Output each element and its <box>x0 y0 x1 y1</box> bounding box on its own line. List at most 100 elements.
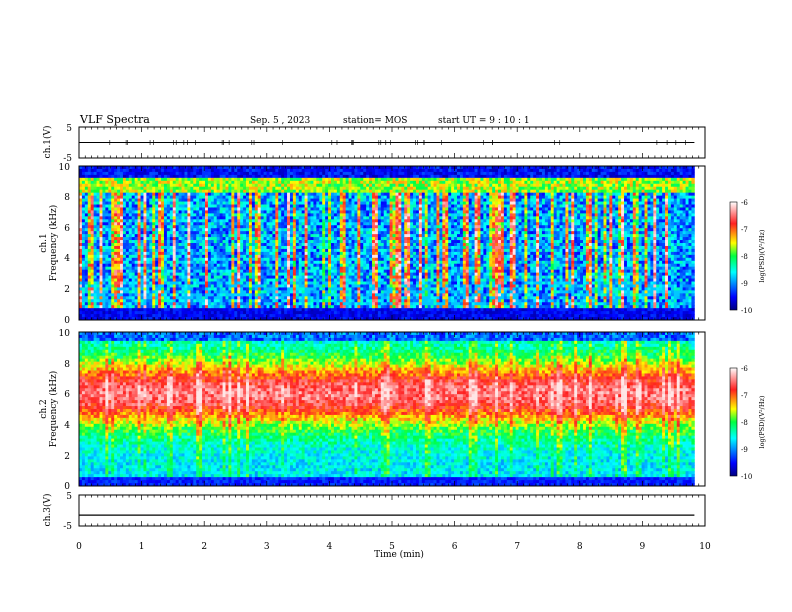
spectrogram-cell <box>213 278 218 282</box>
spectrogram-cell <box>289 183 294 188</box>
spectrogram-cell <box>287 260 291 265</box>
spectrogram-cell <box>246 245 250 250</box>
spectrogram-cell <box>295 210 300 214</box>
spectrogram-cell <box>163 234 168 238</box>
spectrogram-cell <box>278 254 282 259</box>
spectrogram-cell <box>316 204 320 208</box>
spectrogram-cell <box>93 266 97 271</box>
spectrogram-cell <box>120 240 124 244</box>
spectrogram-cell <box>295 251 300 256</box>
spectrogram-cell <box>301 180 306 185</box>
spectrogram-cell <box>234 183 238 188</box>
spectrogram-cell <box>287 266 291 271</box>
spectrogram-cell <box>140 183 144 188</box>
spectrogram-cell <box>313 222 317 226</box>
spectrogram-cell <box>122 222 127 226</box>
spectrogram-cell <box>108 254 112 259</box>
spectrogram-cell <box>87 296 92 300</box>
spectrogram-cell <box>225 204 229 208</box>
spectrogram-cell <box>216 272 221 276</box>
spectrogram-cell <box>169 177 174 182</box>
spectrogram-cell <box>336 216 341 220</box>
spectrogram-cell <box>146 251 150 256</box>
spectrogram-cell <box>175 245 180 250</box>
spectrogram-cell <box>131 216 136 220</box>
spectrogram-cell <box>228 180 232 185</box>
spectrogram-cell <box>333 293 338 297</box>
spectrogram-cell <box>281 168 285 173</box>
spectrogram-cell <box>257 231 262 235</box>
spectrogram-cell <box>345 189 349 194</box>
spectrogram-cell <box>193 266 197 271</box>
spectrogram-cell <box>199 201 203 205</box>
spectrogram-cell <box>122 171 127 176</box>
spectrogram-cell <box>108 228 112 232</box>
spectrogram-cell <box>207 166 212 170</box>
spectrogram-cell <box>175 284 180 288</box>
spectrogram-cell <box>152 275 156 279</box>
spectrogram-cell <box>210 195 215 199</box>
spectrogram-cell <box>284 299 288 303</box>
spectrogram-cell <box>246 240 250 244</box>
spectrogram-cell <box>342 248 347 253</box>
spectrogram-cell <box>178 216 182 220</box>
spectrogram-cell <box>234 210 238 214</box>
spectrogram-cell <box>172 302 177 306</box>
spectrogram-cell <box>143 275 147 279</box>
spectrogram-cell <box>155 314 159 318</box>
spectrogram-cell <box>225 174 229 179</box>
spectrogram-cell <box>149 311 153 315</box>
spectrogram-cell <box>96 263 100 268</box>
spectrogram-cell <box>146 237 150 241</box>
spectrogram-cell <box>84 287 89 291</box>
spectrogram-cell <box>260 219 265 223</box>
spectrogram-cell <box>307 302 311 306</box>
spectrogram-cell <box>196 219 200 223</box>
spectrogram-cell <box>108 251 112 256</box>
spectrogram-cell <box>196 213 200 217</box>
spectrogram-cell <box>131 198 136 202</box>
spectrogram-cell <box>213 216 218 220</box>
spectrogram-cell <box>301 290 306 294</box>
spectrogram-cell <box>181 174 185 179</box>
spectrogram-cell <box>313 207 317 211</box>
spectrogram-cell <box>102 278 106 282</box>
spectrogram-cell <box>246 192 250 197</box>
spectrogram-cell <box>105 317 109 321</box>
spectrogram-cell <box>120 225 124 229</box>
spectrogram-cell <box>122 314 127 318</box>
spectrogram-cell <box>251 195 256 199</box>
spectrogram-cell <box>114 216 118 220</box>
spectrogram-cell <box>190 287 194 291</box>
spectrogram-cell <box>117 302 121 306</box>
spectrogram-cell <box>122 243 127 247</box>
spectrogram-cell <box>275 314 279 318</box>
spectrogram-cell <box>149 260 153 265</box>
spectrogram-cell <box>254 183 259 188</box>
spectrogram-cell <box>152 195 156 199</box>
spectrogram-cell <box>111 219 115 223</box>
spectrogram-cell <box>90 171 95 176</box>
spectrogram-cell <box>137 180 141 185</box>
spectrogram-cell <box>87 269 92 274</box>
spectrogram-cell <box>79 302 83 306</box>
spectrogram-cell <box>325 311 329 315</box>
spectrogram-cell <box>266 210 270 214</box>
spectrogram-cell <box>99 198 103 202</box>
spectrogram-cell <box>190 245 194 250</box>
spectrogram-cell <box>287 287 291 291</box>
spectrogram-cell <box>331 245 335 250</box>
spectrogram-cell <box>105 299 109 303</box>
spectrogram-cell <box>169 245 174 250</box>
spectrogram-cell <box>234 317 238 321</box>
spectrogram-cell <box>169 204 174 208</box>
spectrogram-cell <box>243 177 247 182</box>
spectrogram-cell <box>140 213 144 217</box>
spectrogram-cell <box>322 251 326 256</box>
spectrogram-cell <box>237 308 241 312</box>
spectrogram-cell <box>81 225 86 229</box>
spectrogram-cell <box>87 213 92 217</box>
spectrogram-cell <box>137 240 141 244</box>
spectrogram-cell <box>172 174 177 179</box>
spectrogram-cell <box>87 240 92 244</box>
